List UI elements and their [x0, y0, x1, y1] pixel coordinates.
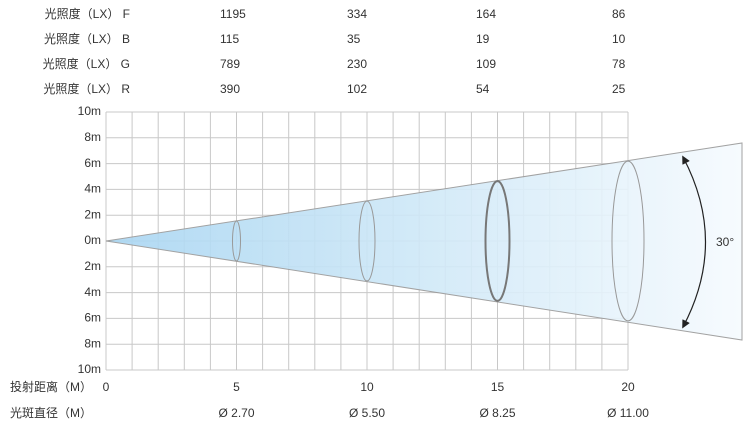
row-label: 光照度（LX） F [45, 6, 130, 21]
lux-value: 86 [612, 7, 626, 21]
lux-value: 54 [476, 82, 490, 96]
distance-label: 投射距离（M） [10, 379, 92, 394]
distance: 10 [360, 380, 374, 394]
distance: 15 [491, 380, 505, 394]
beam-cone [105, 142, 743, 341]
diameter: Ø 11.00 [607, 406, 649, 420]
distance: 20 [621, 380, 635, 394]
y-label: 8m [84, 336, 101, 350]
lux-value: 35 [347, 32, 361, 46]
row-label: 光照度（LX） B [44, 31, 130, 46]
spot [484, 180, 511, 302]
y-label: 8m [84, 130, 101, 144]
lux-value: 390 [220, 82, 240, 96]
lux-value: 334 [347, 7, 367, 21]
lux-value: 102 [347, 82, 367, 96]
lux-value: 78 [612, 57, 626, 71]
diameter-label: 光斑直径（M） [10, 406, 92, 420]
y-label: 6m [84, 311, 101, 325]
y-label: 4m [84, 182, 101, 196]
y-label: 0m [84, 233, 101, 247]
row-label: 光照度（LX） G [43, 56, 130, 71]
lux-value: 19 [476, 32, 490, 46]
y-label: 4m [84, 285, 101, 299]
diameter: Ø 8.25 [479, 406, 515, 420]
y-label: 10m [78, 104, 101, 118]
distance: 0 [103, 380, 110, 394]
angle-label: 30° [716, 235, 734, 249]
y-label: 6m [84, 156, 101, 170]
diameter: Ø 2.70 [218, 406, 254, 420]
spot [358, 200, 376, 282]
distance: 5 [233, 380, 240, 394]
lux-value: 164 [476, 7, 496, 21]
diameter: Ø 5.50 [349, 406, 385, 420]
row-label: 光照度（LX） R [43, 81, 130, 96]
lux-value: 25 [612, 82, 626, 96]
y-label: 10m [78, 362, 101, 376]
y-label: 2m [84, 207, 101, 221]
angle-arc [682, 155, 707, 329]
y-label: 2m [84, 259, 101, 273]
lux-value: 10 [612, 32, 626, 46]
lux-value: 789 [220, 57, 240, 71]
spot [611, 160, 645, 322]
lux-value: 109 [476, 57, 496, 71]
lux-value: 230 [347, 57, 367, 71]
lux-value: 1195 [220, 7, 246, 21]
spot [232, 220, 241, 262]
spots [232, 160, 645, 322]
lux-value: 115 [220, 32, 239, 46]
